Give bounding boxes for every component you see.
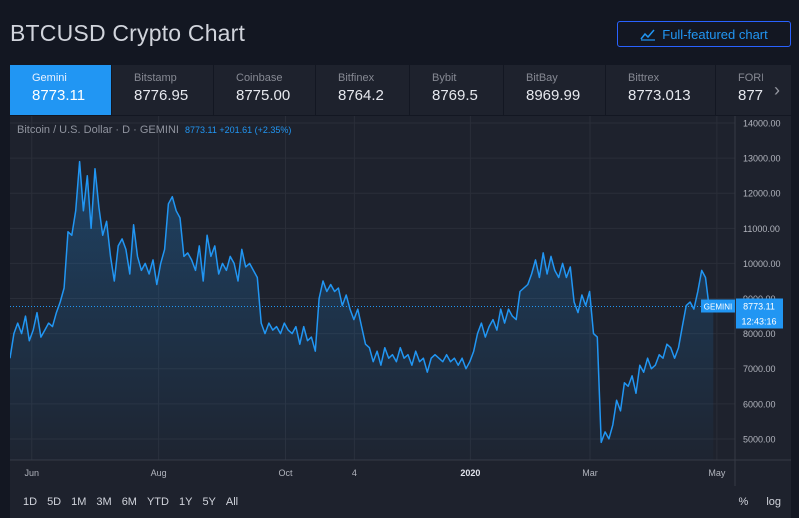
exchange-name: Bitfinex (338, 72, 375, 84)
log-scale-button[interactable]: log (766, 496, 781, 508)
exchange-name: FORE (738, 72, 769, 84)
y-tick-label: 5000.00 (743, 434, 776, 444)
tab-bitbay[interactable]: BitBay 8969.99 (504, 65, 606, 115)
price-tag-bg (736, 298, 783, 329)
exchange-tag-label: GEMINI (704, 302, 732, 311)
y-tick-label: 14000.00 (743, 119, 781, 129)
tab-bitstamp[interactable]: Bitstamp 8776.95 (112, 65, 214, 115)
price-tag-countdown: 12:43:16 (741, 316, 776, 326)
timeframe-bar: 1D 5D 1M 3M 6M YTD 1Y 5Y All % log (10, 486, 791, 518)
exchange-price: 877 (738, 87, 764, 104)
y-tick-label: 13000.00 (743, 154, 781, 164)
price-chart[interactable]: 14000.00 13000.00 12000.00 11000.00 10000.00… (9, 116, 791, 486)
legend-value: 8773.11 +201.61 (+2.35%) (184, 125, 292, 135)
timeframe-1d[interactable]: 1D (23, 496, 38, 508)
price-line (9, 160, 714, 444)
x-tick-label: 4 (352, 468, 357, 478)
timeframe-6m[interactable]: 6M (121, 496, 137, 508)
timeframe-5d[interactable]: 5D (47, 496, 62, 508)
chart-legend: Bitcoin / U.S. Dollar · D · GEMINI 8773.1… (17, 124, 291, 136)
y-tick-label: 10000.00 (743, 259, 781, 269)
y-tick-label: 11000.00 (743, 224, 780, 234)
chevron-right-icon: › (774, 79, 780, 100)
y-tick-label: 7000.00 (743, 364, 776, 374)
exchange-name: Coinbase (236, 72, 283, 84)
exchange-price: 8969.99 (526, 87, 581, 104)
full-featured-chart-button[interactable]: Full-featured chart (617, 21, 791, 47)
x-tick-label: Mar (582, 468, 598, 478)
scale-buttons: % log (739, 486, 781, 518)
x-tick-label: May (708, 468, 726, 478)
legend-symbol: Bitcoin / U.S. Dollar · D · GEMINI (17, 124, 179, 136)
exchange-name: Bitstamp (134, 72, 177, 84)
exchange-tabs: Gemini 8773.11 Bitstamp 8776.95 Coinbase… (10, 65, 791, 115)
timeframe-1m[interactable]: 1M (71, 496, 87, 508)
tab-coinbase[interactable]: Coinbase 8775.00 (214, 65, 316, 115)
full-featured-chart-label: Full-featured chart (662, 26, 768, 42)
exchange-name: Gemini (32, 72, 67, 84)
exchange-price: 8769.5 (432, 87, 478, 104)
scroll-right-button[interactable]: › (763, 65, 791, 115)
exchange-price: 8773.013 (628, 87, 691, 104)
y-tick-label: 8000.00 (743, 329, 776, 339)
timeframe-ytd[interactable]: YTD (146, 496, 169, 508)
timeframe-3m[interactable]: 3M (96, 496, 112, 508)
tab-gemini[interactable]: Gemini 8773.11 (10, 65, 112, 115)
tab-bybit[interactable]: Bybit 8769.5 (410, 65, 504, 115)
exchange-price: 8776.95 (134, 87, 189, 104)
exchange-name: Bittrex (628, 72, 660, 84)
timeframe-1y[interactable]: 1Y (178, 496, 193, 508)
tab-bitfinex[interactable]: Bitfinex 8764.2 (316, 65, 410, 115)
price-tag-value: 8773.11 (743, 301, 775, 311)
exchange-price: 8773.11 (32, 87, 86, 104)
price-area-fill (10, 161, 714, 460)
x-tick-label: Jun (24, 468, 39, 478)
x-tick-label: 2020 (460, 468, 480, 478)
chart-canvas[interactable]: 14000.00 13000.00 12000.00 11000.00 10000.00… (9, 116, 791, 486)
timeframe-all[interactable]: All (225, 496, 239, 508)
chart-icon (640, 29, 656, 41)
exchange-name: Bybit (432, 72, 457, 84)
x-tick-label: Oct (278, 468, 293, 478)
tab-bittrex[interactable]: Bittrex 8773.013 (606, 65, 716, 115)
percent-scale-button[interactable]: % (738, 496, 749, 508)
exchange-name: BitBay (526, 72, 558, 84)
y-tick-label: 12000.00 (743, 189, 781, 199)
y-tick-label: 6000.00 (743, 399, 776, 409)
exchange-tag-bg (701, 299, 735, 313)
exchange-price: 8775.00 (236, 87, 291, 104)
page-title: BTCUSD Crypto Chart (10, 20, 246, 46)
timeframe-5y[interactable]: 5Y (202, 496, 216, 508)
exchange-price: 8764.2 (338, 87, 384, 104)
x-tick-label: Aug (151, 468, 167, 478)
